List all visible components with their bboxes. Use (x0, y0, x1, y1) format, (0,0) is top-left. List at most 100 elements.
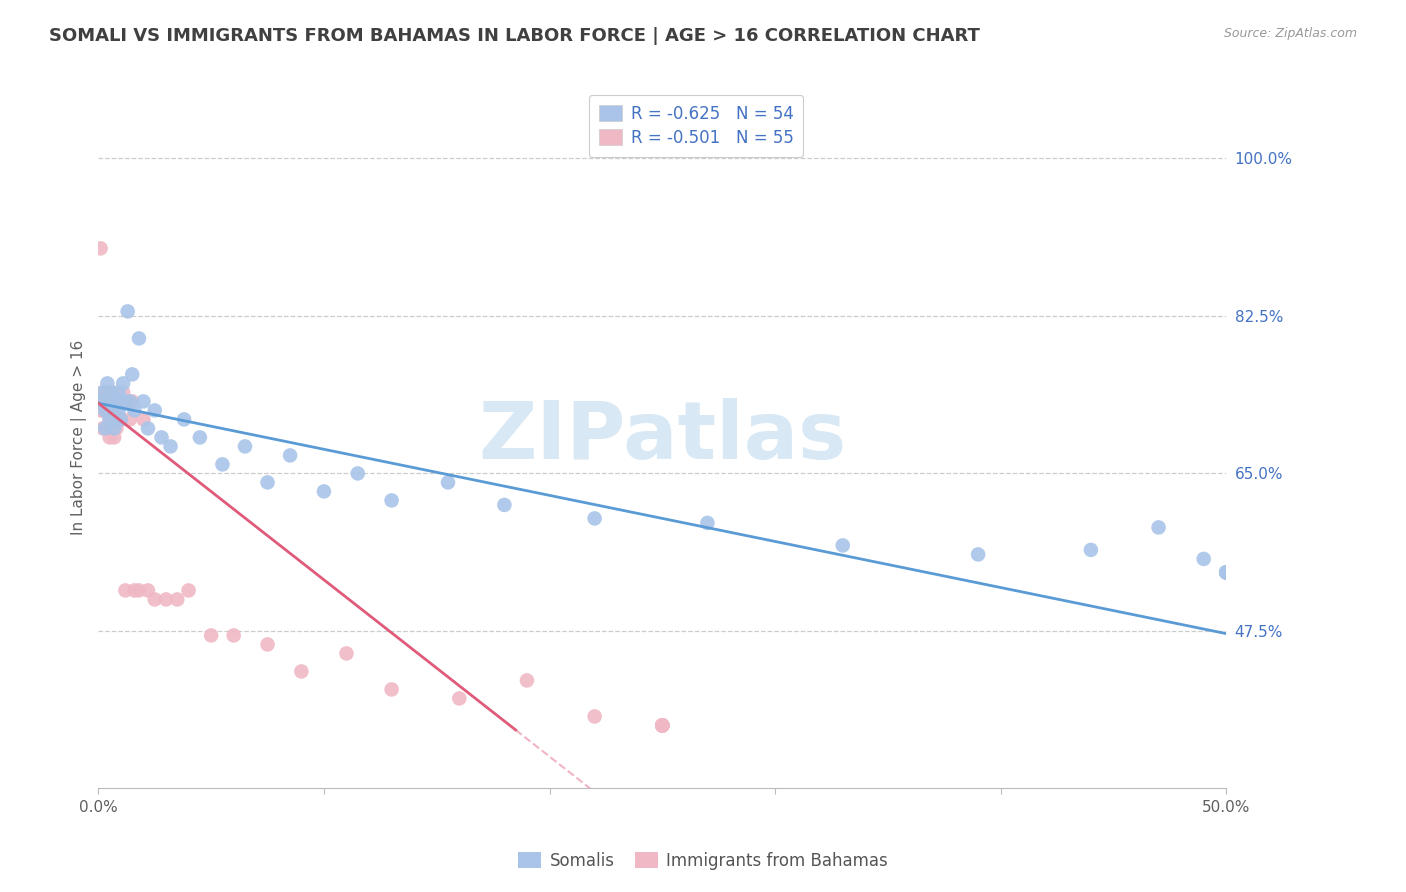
Point (583, 709, 606, 723)
Point (90, 403, 112, 417)
Point (107, 394, 129, 409)
Point (1215, 566, 1237, 580)
Point (583, 511, 606, 525)
Point (651, 718, 673, 732)
Point (651, 718, 673, 732)
Point (128, 331, 150, 345)
Point (103, 412, 125, 426)
Point (159, 439, 181, 453)
Point (696, 516, 718, 530)
Point (98, 412, 121, 426)
Point (1192, 552, 1215, 566)
Point (128, 583, 150, 598)
Point (107, 385, 129, 400)
Point (1080, 543, 1102, 558)
Point (256, 475, 278, 490)
Point (1215, 566, 1237, 580)
Point (98, 394, 121, 409)
Point (91, 385, 114, 400)
Point (121, 394, 143, 409)
Point (101, 385, 124, 400)
Point (256, 637, 278, 651)
Point (651, 718, 673, 732)
Point (494, 498, 516, 512)
Point (112, 376, 135, 391)
Point (98, 394, 121, 409)
Point (136, 583, 159, 598)
Point (103, 430, 125, 444)
Point (136, 421, 159, 435)
Point (335, 647, 357, 661)
Point (290, 665, 312, 679)
Point (107, 403, 129, 417)
Point (101, 385, 124, 400)
Point (117, 304, 139, 318)
Point (188, 430, 211, 444)
Point (101, 421, 124, 435)
Point (94, 403, 117, 417)
Point (101, 403, 124, 417)
Point (1215, 566, 1237, 580)
Point (96, 376, 118, 391)
Point (967, 548, 990, 562)
Point (112, 385, 135, 400)
Point (101, 403, 124, 417)
Point (1215, 566, 1237, 580)
Point (173, 412, 195, 426)
Point (1215, 566, 1237, 580)
Point (121, 368, 143, 382)
Point (103, 421, 125, 435)
Point (233, 439, 256, 453)
Point (94, 385, 117, 400)
Point (651, 718, 673, 732)
Point (1215, 566, 1237, 580)
Point (346, 467, 368, 481)
Point (110, 394, 132, 409)
Point (94, 403, 117, 417)
Point (132, 412, 155, 426)
Text: Source: ZipAtlas.com: Source: ZipAtlas.com (1223, 27, 1357, 40)
Point (381, 682, 404, 697)
Point (155, 592, 177, 607)
Point (110, 394, 132, 409)
Point (132, 394, 155, 409)
Text: SOMALI VS IMMIGRANTS FROM BAHAMAS IN LABOR FORCE | AGE > 16 CORRELATION CHART: SOMALI VS IMMIGRANTS FROM BAHAMAS IN LAB… (49, 27, 980, 45)
Point (107, 412, 129, 426)
Point (105, 403, 128, 417)
Point (831, 538, 853, 552)
Point (98, 430, 121, 444)
Point (105, 421, 128, 435)
Point (516, 673, 538, 688)
Point (105, 412, 128, 426)
Point (449, 691, 471, 706)
Legend: Somalis, Immigrants from Bahamas: Somalis, Immigrants from Bahamas (512, 846, 894, 877)
Point (166, 592, 188, 607)
Point (211, 458, 233, 472)
Point (105, 403, 128, 417)
Text: ZIPatlas: ZIPatlas (478, 399, 846, 476)
Point (91, 403, 114, 417)
Point (90, 394, 112, 409)
Point (98, 412, 121, 426)
Point (96, 394, 118, 409)
Point (91, 385, 114, 400)
Point (651, 718, 673, 732)
Point (90, 241, 112, 255)
Point (222, 628, 245, 642)
Point (651, 718, 673, 732)
Point (381, 493, 404, 508)
Point (90, 394, 112, 409)
Point (114, 394, 136, 409)
Point (437, 475, 460, 490)
Point (177, 583, 200, 598)
Point (114, 583, 136, 598)
Y-axis label: In Labor Force | Age > 16: In Labor Force | Age > 16 (72, 340, 87, 535)
Point (118, 394, 141, 409)
Point (94, 421, 117, 435)
Point (1215, 566, 1237, 580)
Legend: R = -0.625   N = 54, R = -0.501   N = 55: R = -0.625 N = 54, R = -0.501 N = 55 (589, 95, 803, 156)
Point (103, 394, 125, 409)
Point (200, 628, 222, 642)
Point (96, 403, 118, 417)
Point (124, 403, 146, 417)
